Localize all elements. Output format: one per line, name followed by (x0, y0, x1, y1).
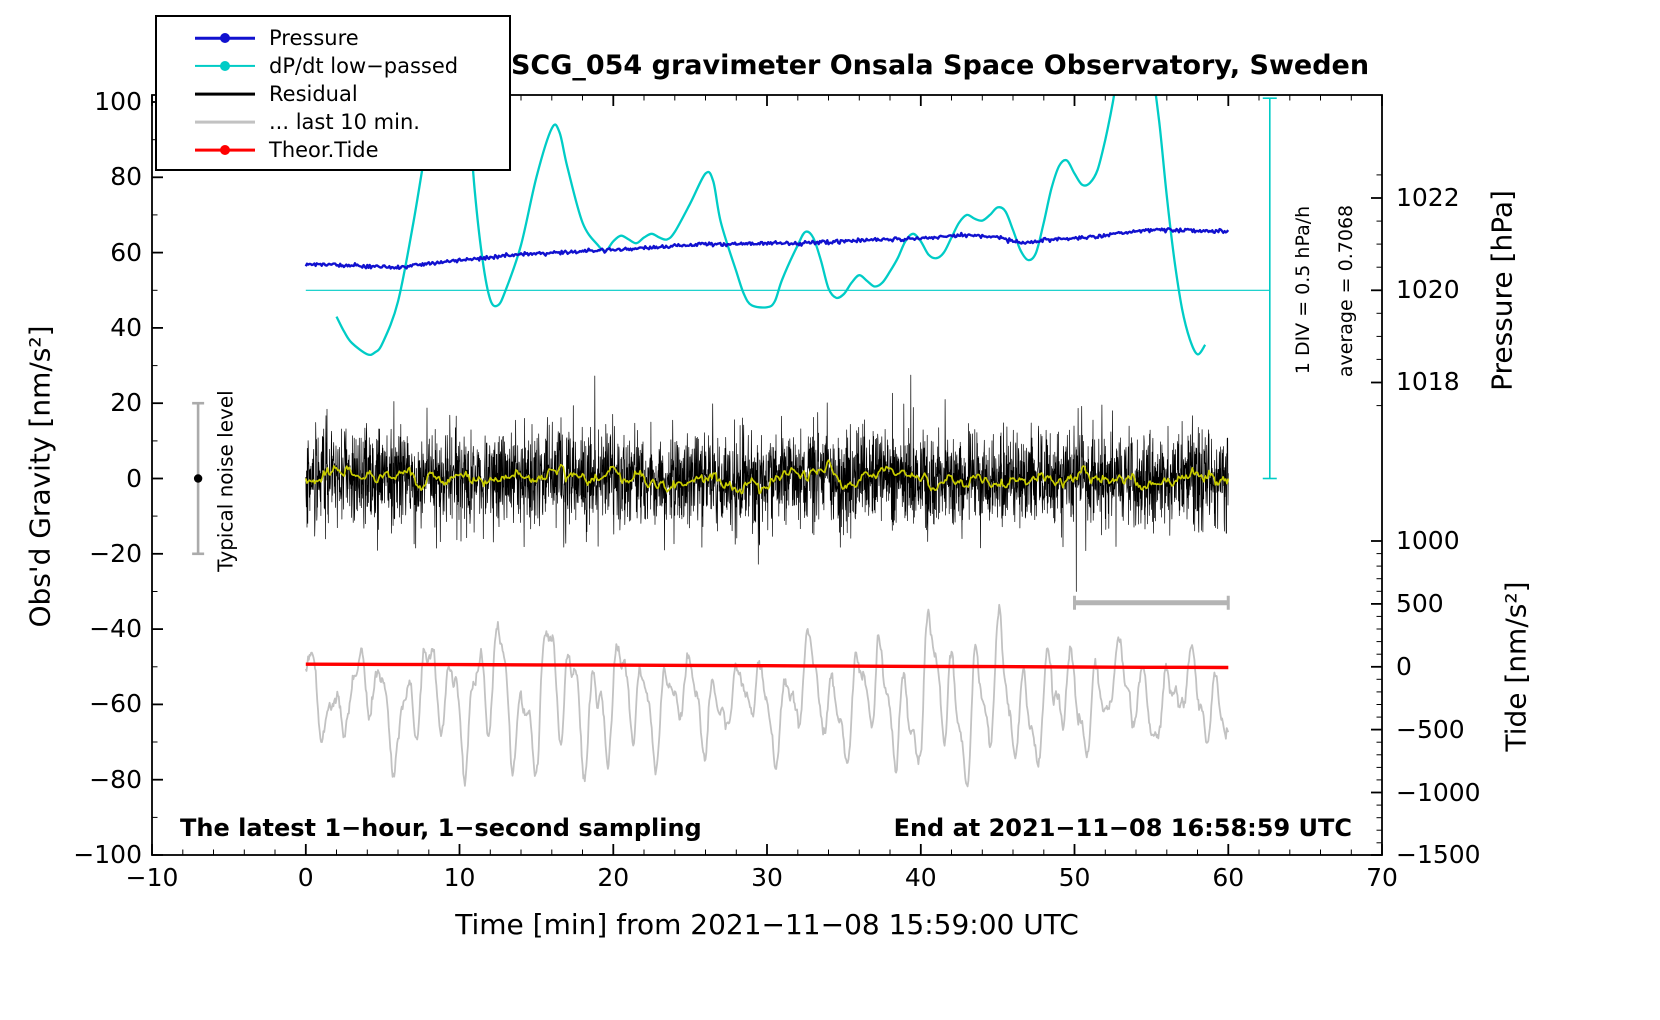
average-note: average = 0.7068 (1335, 204, 1357, 378)
legend-item-label: Theor.Tide (269, 138, 379, 162)
legend-item: Theor.Tide (157, 136, 509, 164)
legend-marker-dot (220, 61, 230, 71)
div-scale-note: 1 DIV = 0.5 hPa/h (1292, 205, 1314, 375)
chart-title: SCG_054 gravimeter Onsala Space Observat… (510, 50, 1370, 81)
y-axis-tide-label: Tide [nm/s²] (1499, 581, 1533, 752)
sampling-note: The latest 1−hour, 1−second sampling (180, 814, 702, 842)
legend-line-sample (195, 53, 255, 79)
legend-item: ... last 10 min. (157, 108, 509, 136)
legend-item-label: ... last 10 min. (269, 110, 420, 134)
legend-item: Pressure (157, 24, 509, 52)
pressure-curve (304, 227, 1230, 270)
x-axis-label: Time [min] from 2021−11−08 15:59:00 UTC (455, 908, 1079, 941)
legend-item-label: Pressure (269, 26, 359, 50)
noise-level-label: Typical noise level (213, 390, 238, 572)
y-axis-pressure-label: Pressure [hPa] (1485, 190, 1519, 391)
dpdt-lowpassed-curve (335, 95, 1207, 357)
legend-item: Residual (157, 80, 509, 108)
legend-line-sample (195, 25, 255, 51)
noise-level-dot (193, 474, 203, 483)
legend-line-sample (195, 137, 255, 163)
residual-trace (305, 374, 1229, 592)
legend-marker-dot (220, 145, 230, 155)
legend-line-sample (195, 109, 255, 135)
legend-marker-dot (220, 33, 230, 43)
last-10-min-trace (304, 603, 1230, 788)
legend-item-label: dP/dt low−passed (269, 54, 459, 78)
legend: Pressure dP/dt low−passed Residual ... last… (155, 15, 511, 171)
legend-line-sample (195, 81, 255, 107)
end-time-note: End at 2021−11−08 16:58:59 UTC (893, 814, 1352, 842)
curves-layer (304, 95, 1230, 788)
residual-smoothed-trace (304, 459, 1230, 495)
theor-tide-curve (305, 662, 1229, 670)
legend-item-label: Residual (269, 82, 358, 106)
y-axis-gravity-label: Obs'd Gravity [nm/s²] (23, 325, 57, 628)
legend-item: dP/dt low−passed (157, 52, 509, 80)
